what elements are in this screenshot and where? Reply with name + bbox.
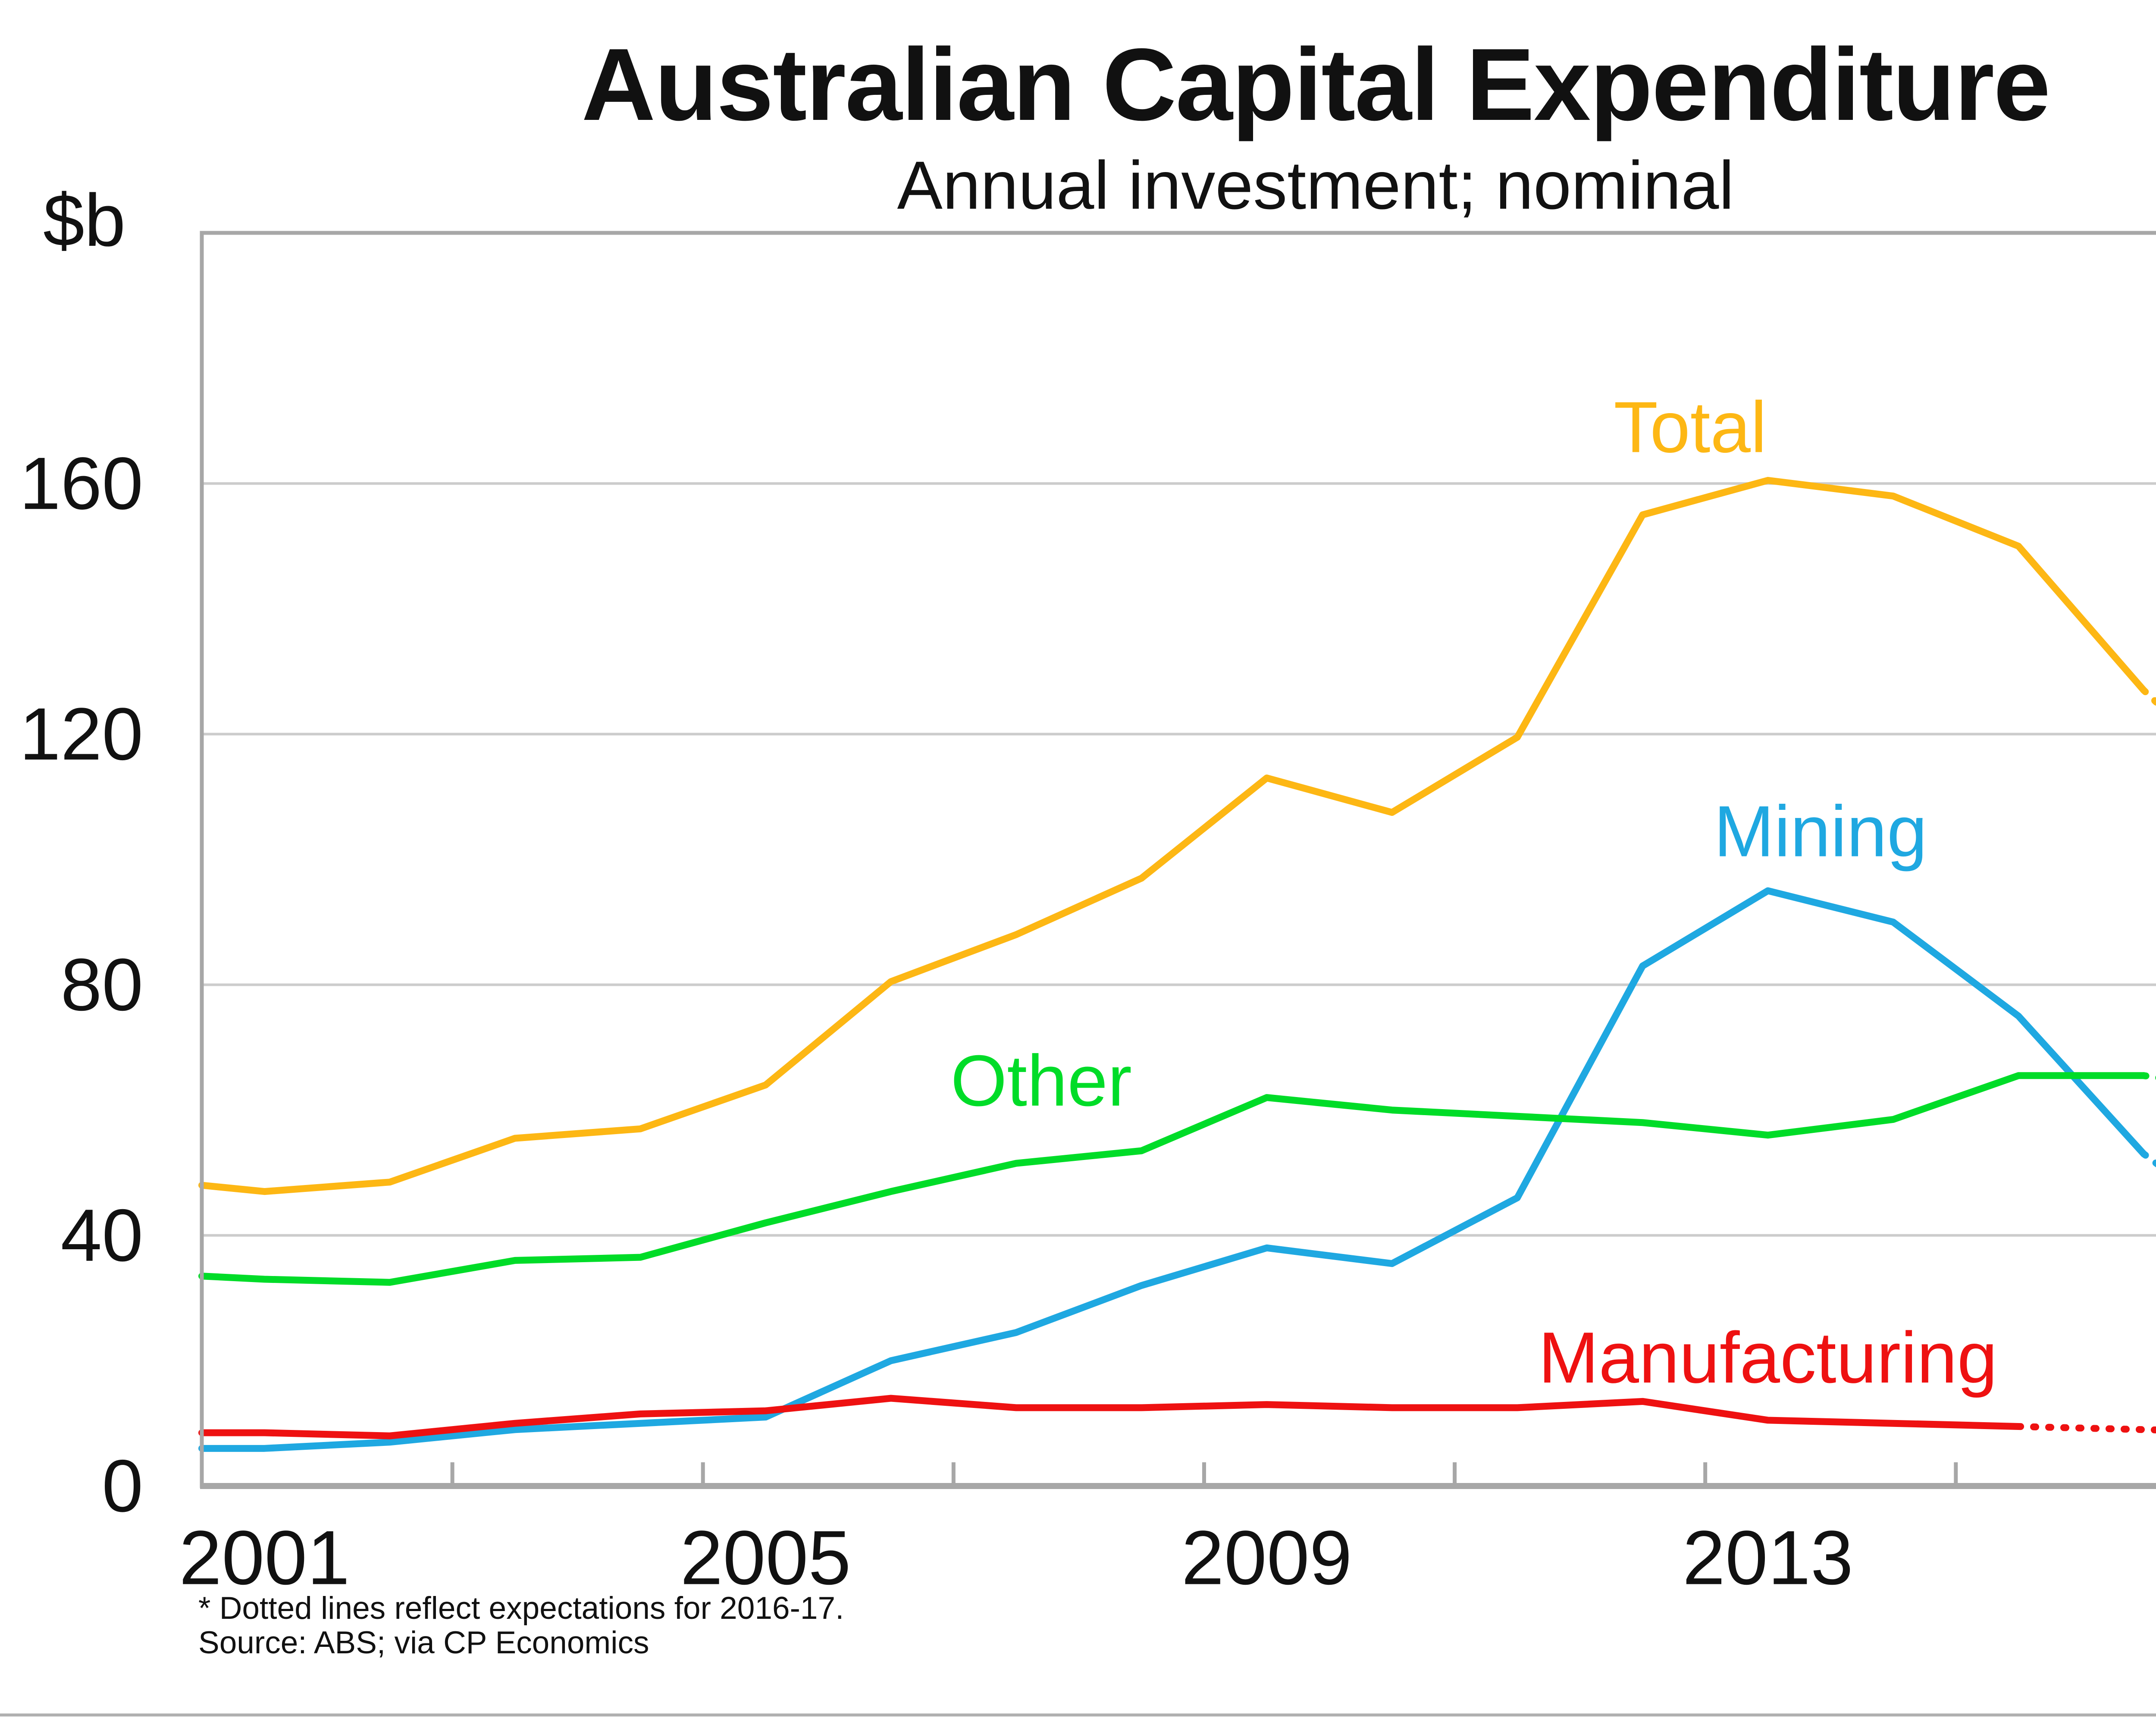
- series-label-mining: Mining: [1714, 791, 1927, 872]
- series-lines-group: [198, 477, 2156, 1452]
- y-tick-label-left-40: 40: [61, 1194, 143, 1277]
- y-tick-label-left-120: 120: [19, 693, 143, 775]
- x-tick-label-2001: 2001: [179, 1515, 350, 1601]
- plot-frame-group: [0, 231, 2156, 1717]
- series-line-total: [198, 477, 2147, 1195]
- y-tick-label-left-80: 80: [61, 944, 143, 1026]
- chart-subtitle: Annual investment; nominal: [897, 147, 1734, 223]
- series-labels-group: Total Mining Other Manufacturing: [951, 386, 1998, 1398]
- series-line-mining: [198, 887, 2147, 1452]
- y-axis-unit-left: $b: [43, 179, 126, 262]
- y-tick-label-left-160: 160: [19, 442, 143, 525]
- series-line-manufacturing: [198, 1395, 2022, 1439]
- gridlines-group: [202, 482, 2156, 1237]
- chart-footnote: * Dotted lines reflect expectations for …: [198, 1591, 844, 1626]
- series-label-other: Other: [951, 1040, 1132, 1121]
- x-tick-label-2005: 2005: [680, 1515, 851, 1601]
- series-label-manufacturing: Manufacturing: [1539, 1317, 1998, 1398]
- x-tick-label-2013: 2013: [1683, 1515, 1853, 1601]
- chart-title: Australian Capital Expenditure: [581, 28, 2051, 142]
- series-line-total-expected-dotted: [2140, 687, 2156, 707]
- series-label-total: Total: [1614, 386, 1767, 467]
- series-line-other: [198, 1072, 2147, 1286]
- x-tick-label-2009: 2009: [1181, 1515, 1352, 1601]
- series-line-manufacturing-expected-dotted: [2015, 1423, 2156, 1433]
- chart-source: Source: ABS; via CP Economics: [198, 1625, 649, 1660]
- y-tick-label-left-0: 0: [102, 1445, 143, 1527]
- axis-labels-group: 0040408080120120160160200120052009201320…: [19, 442, 1853, 1601]
- series-line-other-expected-dotted: [2140, 1072, 2156, 1081]
